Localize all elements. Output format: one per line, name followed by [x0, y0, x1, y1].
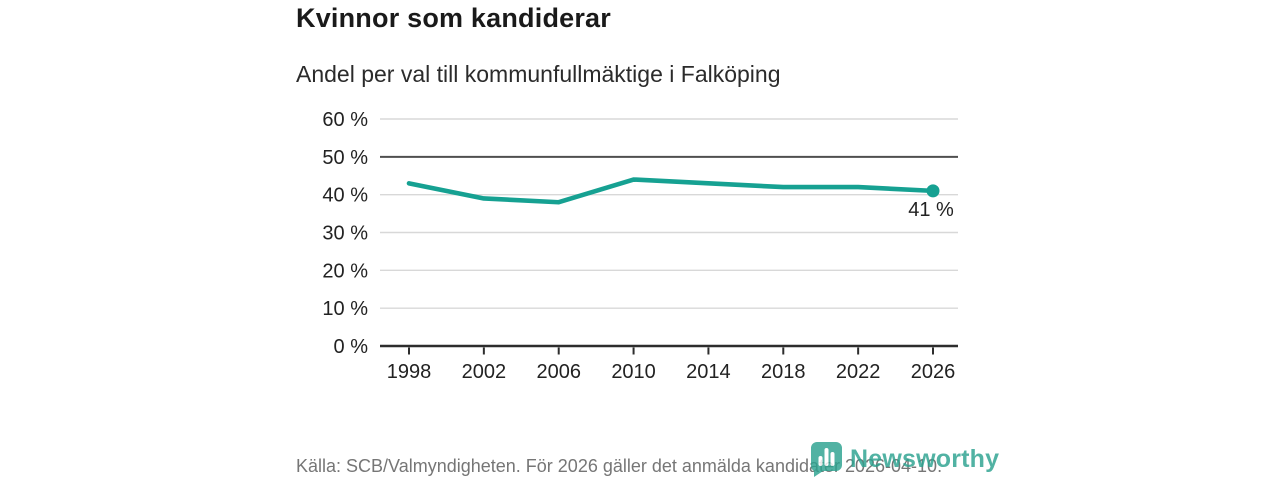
line-chart: 60 % 50 % 40 % 30 % 20 % 10 % 0 % 1998 2002 2006 2…: [322, 109, 958, 383]
y-tick-label-20: 20 %: [322, 260, 368, 282]
x-tick-label-2026: 2026: [911, 361, 956, 383]
x-tick-label-2014: 2014: [686, 361, 731, 383]
y-tick-label-50: 50 %: [322, 147, 368, 169]
x-tick-label-2002: 2002: [462, 361, 507, 383]
bar-chart-speech-bubble-icon: [811, 442, 842, 477]
source-note: Källa: SCB/Valmyndigheten. För 2026 gäll…: [296, 456, 943, 476]
y-tick-label-0: 0 %: [334, 336, 369, 358]
y-tick-label-40: 40 %: [322, 185, 368, 207]
chart-title: Kvinnor som kandiderar: [296, 3, 611, 33]
y-tick-label-10: 10 %: [322, 298, 368, 320]
y-tick-label-30: 30 %: [322, 223, 368, 245]
x-tick-label-2010: 2010: [611, 361, 656, 383]
x-tick-label-2022: 2022: [836, 361, 881, 383]
x-tick-label-1998: 1998: [387, 361, 432, 383]
end-value-label: 41 %: [908, 199, 954, 221]
bar-2: [824, 448, 829, 466]
x-tick-label-2018: 2018: [761, 361, 806, 383]
chart-subtitle: Andel per val till kommunfullmäktige i F…: [296, 61, 781, 87]
data-line: [406, 177, 936, 205]
newsworthy-logo: Newsworthy: [810, 441, 999, 478]
x-tick-label-2006: 2006: [536, 361, 581, 383]
end-point-marker: [926, 184, 940, 198]
y-tick-label-60: 60 %: [322, 109, 368, 131]
bar-3: [830, 452, 835, 466]
bar-1: [818, 456, 823, 466]
newsworthy-wordmark: Newsworthy: [850, 445, 1000, 473]
